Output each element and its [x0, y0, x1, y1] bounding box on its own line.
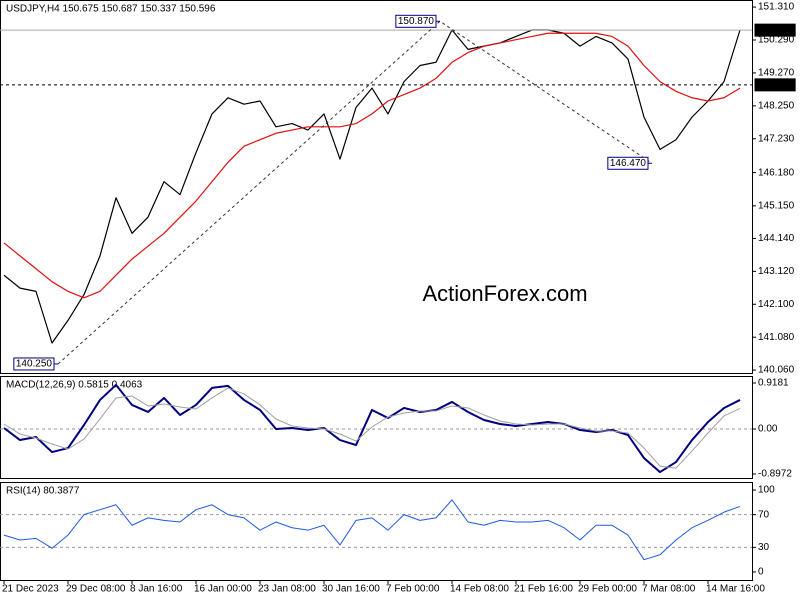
- level-label: 148.900: [757, 80, 794, 91]
- x-tick-label: 7 Feb 00:00: [386, 584, 440, 595]
- x-tick-label: 8 Jan 16:00: [130, 584, 183, 595]
- pivot-label-box: [607, 156, 649, 170]
- y-tick-label: 143.120: [758, 266, 795, 277]
- x-tick-label: 29 Dec 08:00: [66, 584, 126, 595]
- y-tick-label: 141.080: [758, 332, 795, 343]
- x-tick-label: 23 Jan 08:00: [258, 584, 316, 595]
- pivot-label-box: [13, 357, 55, 371]
- y-tick-label: 149.270: [758, 68, 795, 79]
- y-tick-label: 0: [758, 567, 764, 578]
- x-tick-label: 14 Mar 16:00: [706, 584, 765, 595]
- y-tick-label: 100: [758, 485, 775, 496]
- x-tick-label: 16 Jan 00:00: [194, 584, 252, 595]
- y-tick-label: 146.180: [758, 167, 795, 178]
- trend-line: [57, 20, 653, 365]
- pivot-label: 140.250: [16, 359, 53, 370]
- y-tick-label: 0.9181: [758, 378, 789, 389]
- panel-header: USDJPY,H4 150.675 150.687 150.337 150.59…: [6, 4, 216, 15]
- last-price-label-box: [754, 23, 796, 37]
- y-tick-label: 70: [758, 509, 770, 520]
- panel-header: RSI(14) 80.3877: [6, 486, 80, 497]
- y-tick-label: 30: [758, 542, 770, 553]
- panel-header: MACD(12,26,9) 0.5815 0.4063: [6, 380, 143, 391]
- pivot-label-box: [395, 14, 437, 28]
- watermark: ActionForex.com: [422, 281, 587, 306]
- level-label-box: [754, 78, 796, 92]
- x-tick-label: 7 Mar 08:00: [642, 584, 696, 595]
- y-tick-label: 150.290: [758, 35, 795, 46]
- x-tick-label: 30 Jan 16:00: [322, 584, 380, 595]
- y-tick-label: 0.00: [758, 424, 778, 435]
- pivot-label: 150.870: [398, 16, 435, 27]
- series-line: [3, 32, 741, 299]
- price-panel: [0, 0, 753, 374]
- series-line: [3, 29, 741, 344]
- y-tick-label: 140.060: [758, 365, 795, 376]
- x-tick-label: 21 Feb 16:00: [514, 584, 573, 595]
- macd-panel: [0, 376, 753, 479]
- last-price-label: 150.596: [757, 25, 794, 36]
- x-tick-label: 29 Feb 00:00: [578, 584, 637, 595]
- series-line: [3, 499, 741, 561]
- y-tick-label: 145.150: [758, 201, 795, 212]
- series-line: [3, 387, 741, 469]
- x-tick-label: 14 Feb 08:00: [450, 584, 509, 595]
- y-tick-label: 142.100: [758, 299, 795, 310]
- rsi-panel: [0, 482, 753, 581]
- y-tick-label: -0.8972: [758, 469, 792, 480]
- y-tick-label: 147.230: [758, 133, 795, 144]
- y-tick-label: 144.140: [758, 233, 795, 244]
- pivot-label: 146.470: [610, 158, 647, 169]
- x-tick-label: 21 Dec 2023: [2, 584, 59, 595]
- series-line: [3, 383, 741, 474]
- y-tick-label: 151.310: [758, 2, 795, 13]
- y-tick-label: 148.250: [758, 100, 795, 111]
